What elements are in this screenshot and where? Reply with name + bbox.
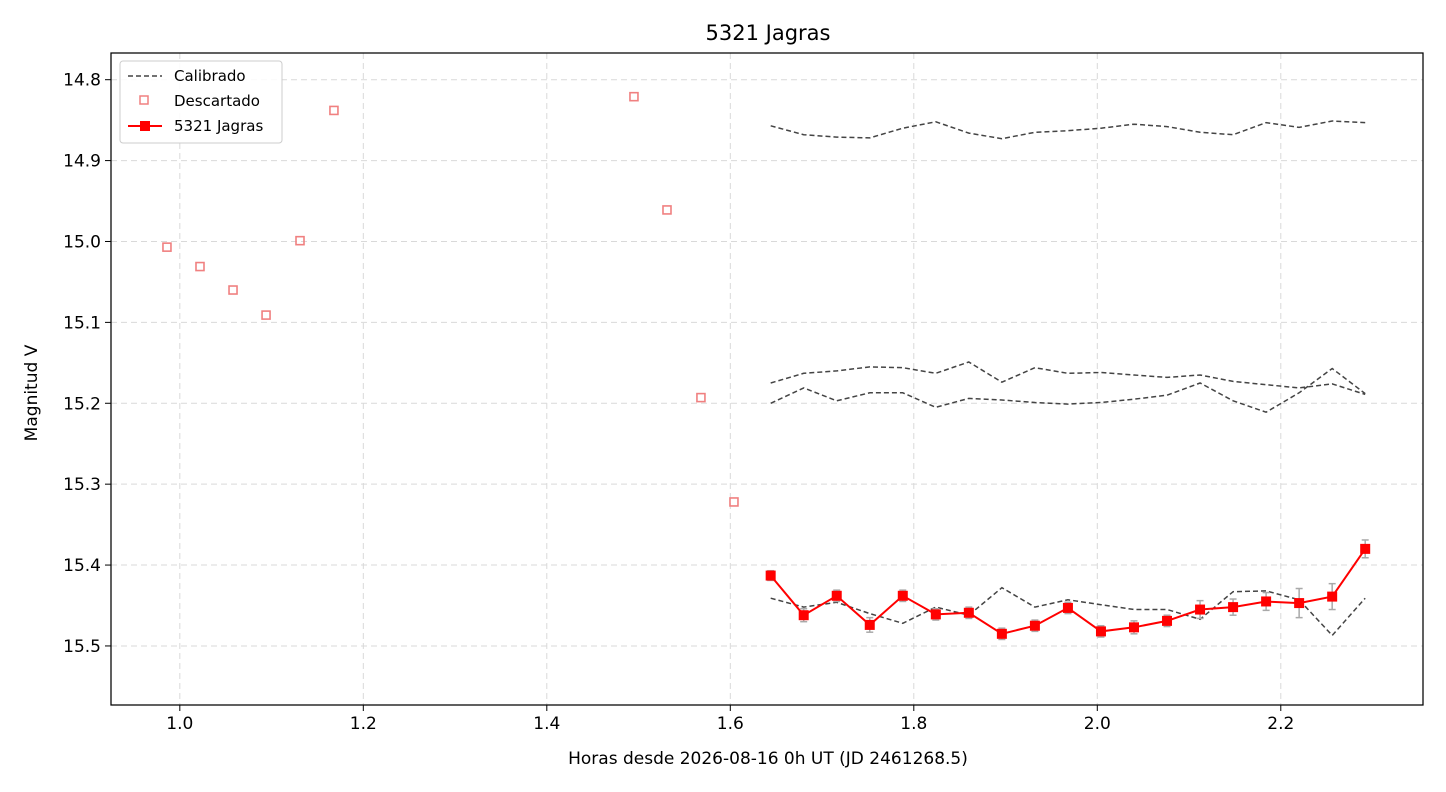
y-tick-label: 15.2 [63, 394, 101, 414]
jagras-point [1261, 596, 1272, 607]
x-tick-label: 2.2 [1267, 714, 1294, 734]
calibrated-series-line [770, 361, 1366, 396]
plot-frame [110, 52, 1424, 706]
legend: Calibrado Descartado 5321 Jagras [119, 60, 283, 144]
discarded-point [329, 105, 339, 116]
legend-discarded-swatch [139, 95, 149, 105]
jagras-point [831, 590, 842, 601]
x-tick-label: 1.6 [717, 714, 744, 734]
legend-label-descartado: Descartado [174, 92, 260, 110]
y-tick-label: 14.8 [63, 71, 101, 91]
x-tick-label: 1.0 [166, 714, 193, 734]
jagras-point [1360, 543, 1371, 554]
x-tick-label: 1.8 [900, 714, 927, 734]
jagras-point [1095, 626, 1106, 637]
legend-label-calibrado: Calibrado [174, 67, 246, 85]
jagras-point [1294, 598, 1305, 609]
axes: 1.0 1.2 1.4 1.6 1.8 2.0 2.2 14.8 14.9 15.0 15.1 15.… [63, 71, 1294, 734]
x-tick-label: 2.0 [1084, 714, 1111, 734]
jagras-point [1128, 622, 1139, 633]
legend-target-marker [140, 121, 150, 131]
x-axis-label: Horas desde 2026-08-16 0h UT (JD 2461268… [568, 749, 968, 769]
y-tick-label: 15.3 [63, 475, 101, 495]
legend-label-jagras: 5321 Jagras [174, 117, 263, 135]
legend-box [119, 60, 283, 144]
jagras-point [1062, 602, 1073, 613]
jagras-point [963, 607, 974, 618]
jagras-point [897, 590, 908, 601]
discarded-point [195, 261, 205, 272]
jagras-point [864, 619, 875, 630]
jagras-point [1162, 615, 1173, 626]
discarded-point [629, 91, 639, 102]
x-tick-label: 1.2 [350, 714, 377, 734]
discarded-point [261, 310, 271, 320]
y-axis-label: Magnitud V [22, 344, 42, 441]
jagras-point [1327, 591, 1338, 602]
chart-title: 5321 Jagras [706, 21, 831, 45]
y-tick-label: 15.5 [63, 637, 101, 657]
y-tick-label: 15.1 [63, 313, 101, 333]
discarded-point [696, 392, 706, 403]
y-tick-label: 15.4 [63, 556, 101, 576]
discarded-point [228, 285, 238, 295]
grid [111, 53, 1423, 705]
jagras-point [1228, 602, 1239, 613]
jagras-point [765, 570, 776, 581]
jagras-point [1029, 620, 1040, 631]
plot-area [162, 91, 1371, 641]
jagras-point [930, 609, 941, 620]
discarded-point [295, 235, 305, 246]
y-tick-label: 15.0 [63, 232, 101, 252]
jagras-point [798, 610, 809, 621]
calibrated-series-line [770, 120, 1366, 140]
discarded-point [162, 242, 172, 252]
calibrated-series-line [770, 367, 1366, 414]
calibrated-series-line [770, 586, 1366, 637]
discarded-point [662, 205, 672, 215]
y-tick-label: 14.9 [63, 152, 101, 172]
discarded-point [729, 497, 739, 507]
jagras-point [996, 628, 1007, 639]
jagras-point [1195, 604, 1206, 615]
x-tick-label: 1.4 [533, 714, 560, 734]
